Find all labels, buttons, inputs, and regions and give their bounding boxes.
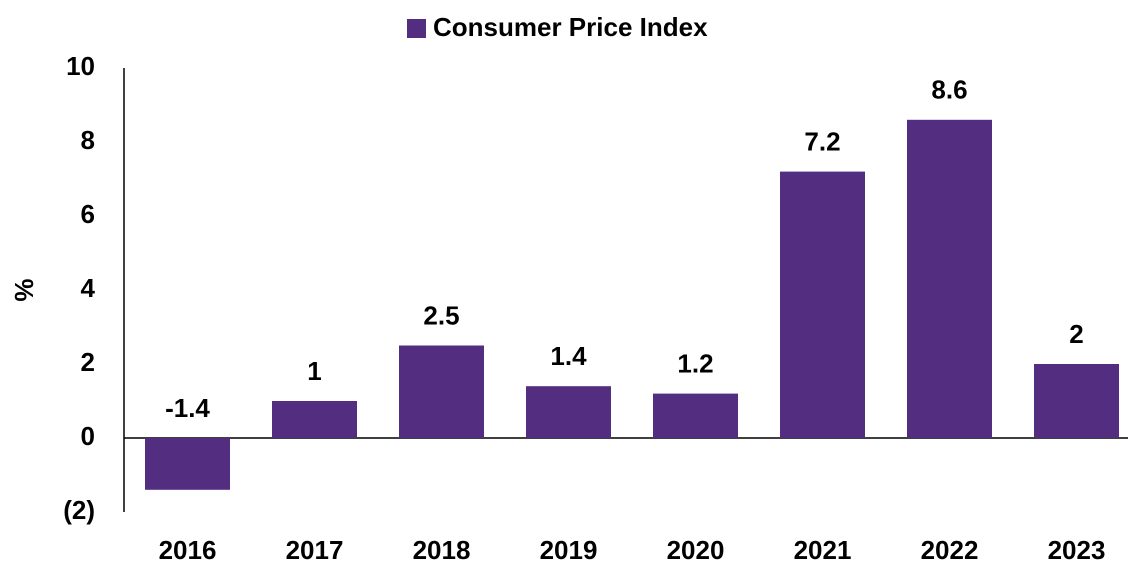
y-tick-label: 0: [81, 421, 95, 451]
bar: [780, 171, 865, 438]
data-label: 7.2: [804, 126, 840, 156]
bar: [145, 438, 230, 490]
data-label: 2: [1069, 319, 1083, 349]
data-label: 1.4: [550, 341, 587, 371]
y-tick-label: (2): [63, 495, 95, 525]
data-label: 8.6: [931, 75, 967, 105]
x-tick-label: 2020: [667, 535, 725, 565]
x-tick-label: 2017: [286, 535, 344, 565]
x-tick-label: 2018: [413, 535, 471, 565]
data-label: 1: [307, 356, 321, 386]
y-tick-label: 8: [81, 125, 95, 155]
data-label: 1.2: [677, 348, 713, 378]
x-tick-label: 2021: [794, 535, 852, 565]
bar: [272, 401, 357, 438]
bar: [907, 119, 992, 439]
x-tick-label: 2019: [540, 535, 598, 565]
bar: [526, 386, 611, 438]
x-tick-label: 2023: [1048, 535, 1106, 565]
legend-label: Consumer Price Index: [433, 12, 708, 42]
data-label: 2.5: [423, 300, 459, 330]
bar: [399, 345, 484, 438]
bar: [1034, 364, 1119, 438]
y-tick-label: 10: [66, 51, 95, 81]
x-tick-label: 2016: [159, 535, 217, 565]
y-tick-label: 6: [81, 199, 95, 229]
y-tick-label: 4: [81, 273, 96, 303]
y-tick-label: 2: [81, 347, 95, 377]
x-tick-label: 2022: [921, 535, 979, 565]
y-axis-label: %: [9, 278, 39, 301]
bar: [653, 393, 738, 438]
data-label: -1.4: [165, 393, 210, 423]
legend-swatch: [407, 19, 426, 38]
